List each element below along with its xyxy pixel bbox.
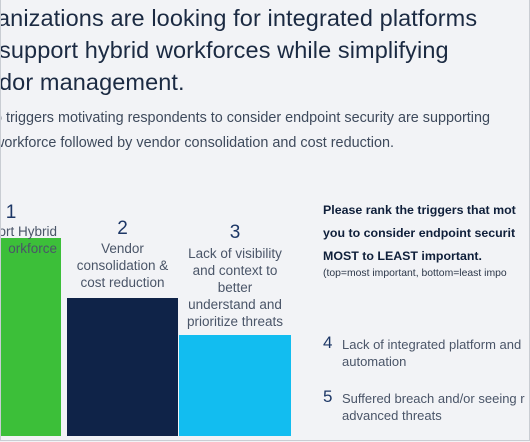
- bar-rank-3-number: 3: [229, 222, 241, 243]
- bar-rank-3: [179, 335, 291, 436]
- bar-rank-1: [1, 238, 61, 436]
- list-item-5-rank: 5: [323, 387, 333, 406]
- bar-rank-2: [67, 298, 178, 436]
- subtext-line-1: o triggers motivating respondents to con…: [0, 110, 490, 126]
- headline-line-1: anizations are looking for integrated pl…: [0, 5, 478, 31]
- bar-rank-2-label: Vendor consolidation & cost reduction: [76, 241, 169, 290]
- headline: anizations are looking for integrated pl…: [0, 2, 529, 98]
- subtext-line-2: workforce followed by vendor consolidati…: [0, 135, 394, 151]
- panel-title: Please rank the triggers that mot you to…: [323, 203, 516, 263]
- bar-rank-3-label: Lack of visibility and context to better…: [186, 246, 284, 329]
- list-item-4-text: Lack of integrated platform and automati…: [342, 337, 522, 369]
- headline-line-3: dor management.: [0, 69, 185, 95]
- subtext: o triggers motivating respondents to con…: [0, 106, 529, 156]
- list-item-5-text: Suffered breach and/or seeing r advanced…: [342, 391, 525, 423]
- headline-line-2: support hybrid workforces while simplify…: [0, 37, 449, 63]
- list-item-4-rank: 4: [323, 333, 333, 352]
- bar-rank-2-number: 2: [117, 218, 128, 239]
- panel-note: (top=most important, bottom=least impo: [323, 268, 507, 279]
- bar-rank-1-number: 1: [5, 202, 17, 223]
- bar-rank-1-label: ort Hybrid orkforce: [0, 224, 57, 256]
